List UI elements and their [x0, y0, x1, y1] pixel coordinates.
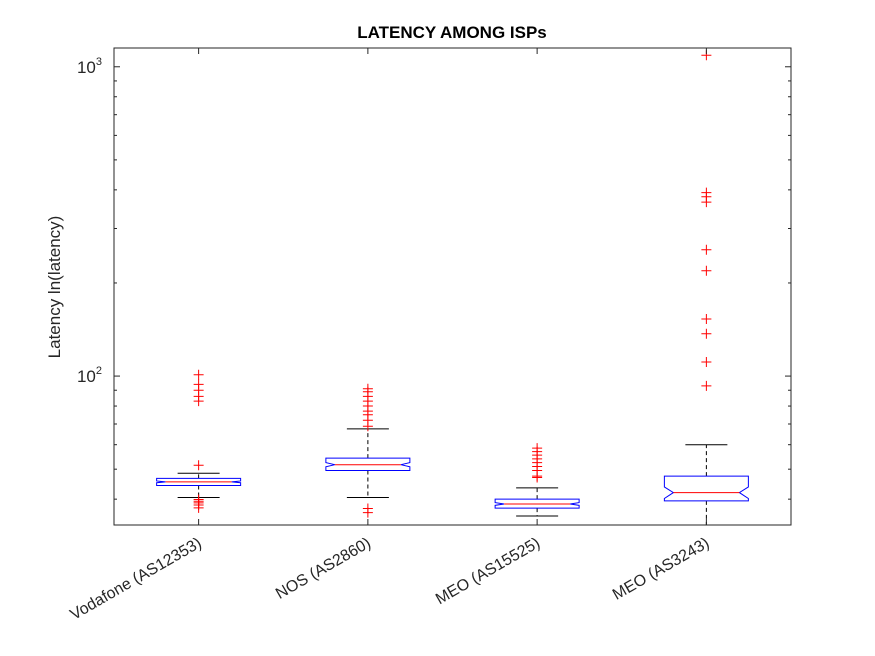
outlier-marker: [193, 460, 204, 471]
notched-box: [663, 475, 749, 502]
y-tick-base: 10: [77, 367, 96, 386]
box-group: [663, 50, 749, 526]
notched-box: [494, 498, 580, 509]
outlier-marker: [532, 443, 543, 454]
outlier-marker: [193, 494, 204, 505]
outlier-marker: [701, 357, 712, 368]
outlier-marker: [193, 369, 204, 380]
x-tick-label: Vodafone (AS12353): [67, 535, 204, 624]
notched-box: [156, 477, 242, 486]
outlier-marker: [701, 313, 712, 324]
box-group: [494, 443, 580, 517]
y-tick-base: 10: [77, 58, 96, 77]
outlier-marker: [362, 383, 373, 394]
axes-frame: [113, 47, 792, 526]
box-group: [156, 369, 242, 513]
plot-area: [156, 50, 749, 526]
outlier-marker: [362, 503, 373, 514]
notched-box: [325, 457, 411, 472]
y-axis-label: Latency ln(latency): [45, 216, 64, 359]
chart-title: LATENCY AMONG ISPs: [357, 23, 547, 42]
y-tick-exponent: 2: [96, 365, 102, 377]
box-group: [325, 383, 411, 518]
outlier-marker: [701, 244, 712, 255]
x-tick-labels: Vodafone (AS12353) NOS (AS2860) MEO (AS155…: [67, 535, 712, 624]
outlier-marker: [701, 187, 712, 198]
y-tick-exponent: 3: [96, 56, 102, 68]
outlier-marker: [701, 380, 712, 391]
outlier-marker: [701, 265, 712, 276]
y-tick-label: 102: [77, 365, 102, 386]
x-tick-label: MEO (AS15525): [433, 535, 543, 608]
x-tick-label: MEO (AS3243): [610, 535, 712, 604]
axis-ticks: [114, 48, 791, 525]
outlier-marker: [701, 328, 712, 339]
outlier-marker: [193, 379, 204, 390]
x-tick-label: NOS (AS2860): [273, 535, 374, 603]
y-tick-label: 103: [77, 56, 102, 77]
